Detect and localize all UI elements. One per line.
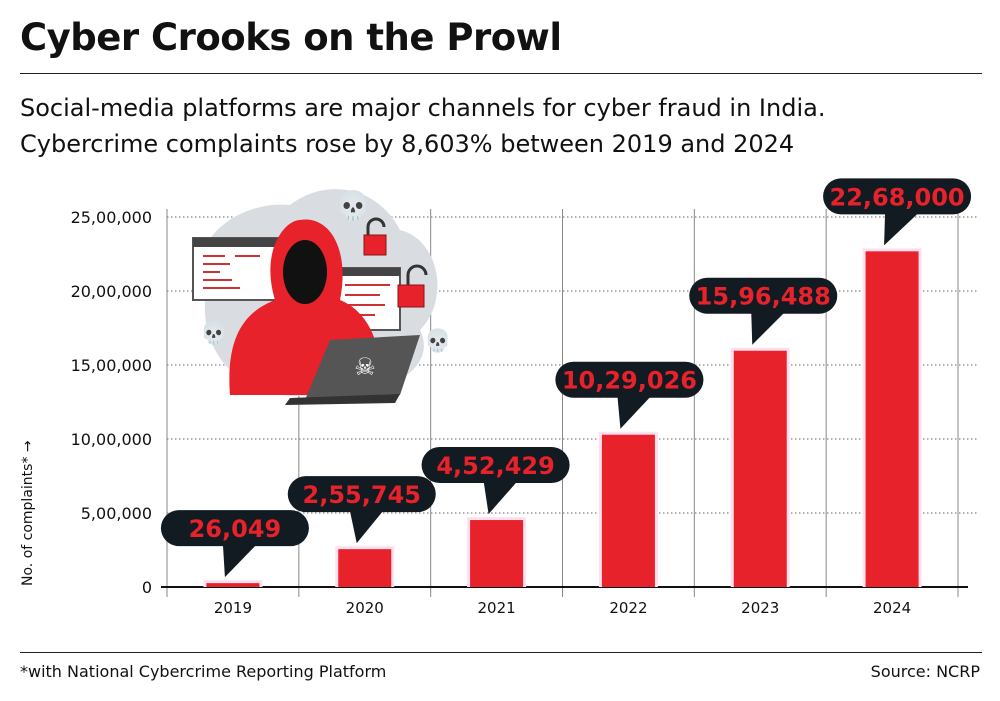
bar (470, 520, 524, 587)
x-tick-label: 2020 (346, 599, 384, 617)
data-label-callout: 22,68,000 (823, 178, 972, 246)
footnote: *with National Cybercrime Reporting Plat… (20, 662, 387, 681)
data-label-callout: 15,96,488 (689, 277, 838, 345)
x-tick-label: 2023 (741, 599, 779, 617)
subtitle-line-2: Cybercrime complaints rose by 8,603% bet… (20, 130, 795, 158)
subtitle-line-1: Social-media platforms are major channel… (20, 94, 826, 122)
callout-bubble (287, 476, 436, 513)
callout-pointer (884, 212, 920, 246)
bar (733, 350, 787, 587)
y-tick-label: 25,00,000 (71, 208, 152, 227)
callout-bubble (421, 447, 570, 484)
y-tick-label: 15,00,000 (71, 356, 152, 375)
callout-bubble (555, 361, 704, 398)
x-tick-label: 2021 (477, 599, 515, 617)
chart-title: Cyber Crooks on the Prowl (20, 16, 562, 59)
data-label-callout: 2,55,745 (287, 476, 436, 544)
callout-pointer (222, 544, 257, 578)
y-tick-label: 10,00,000 (71, 430, 152, 449)
unlocked-padlock-icon (363, 217, 387, 256)
x-tick-label: 2022 (609, 599, 647, 617)
data-label: 10,29,026 (562, 367, 697, 395)
bar (338, 549, 392, 587)
x-tick-label: 2019 (214, 599, 252, 617)
callout-pointer (617, 395, 652, 429)
skull-icon: 💀 (200, 320, 227, 346)
y-tick-label: 20,00,000 (71, 282, 152, 301)
data-label: 15,96,488 (696, 283, 831, 311)
y-tick-label: 0 (142, 578, 152, 597)
callout-pointer (483, 481, 518, 515)
callout-pointer (751, 311, 786, 345)
callout-bubble (160, 510, 309, 547)
hacker-illustration: ☠ 💀 💀 💀 (192, 189, 452, 405)
bar (601, 434, 655, 587)
skull-crossbones-icon: ☠ (354, 353, 376, 381)
unlocked-padlock-icon (397, 264, 428, 308)
y-tick-label: 5,00,000 (81, 504, 152, 523)
skull-icon: 💀 (424, 328, 451, 354)
skull-icon: 💀 (336, 189, 371, 222)
data-label-callout: 26,049 (160, 510, 309, 578)
title-divider (20, 73, 982, 74)
callout-bubble (823, 178, 972, 215)
y-axis-label: No. of complaints* → (20, 440, 36, 586)
chart-subtitle: Social-media platforms are major channel… (20, 90, 825, 162)
callout-bubble (689, 277, 838, 314)
callout-pointer (349, 510, 384, 544)
bar (865, 251, 919, 587)
footer-divider (20, 652, 982, 653)
data-label: 2,55,745 (303, 481, 421, 509)
data-label-callout: 10,29,026 (555, 361, 704, 429)
data-label: 4,52,429 (436, 452, 554, 480)
data-label: 26,049 (189, 515, 282, 543)
laptop-icon (305, 335, 420, 400)
source-note: Source: NCRP (870, 662, 980, 681)
data-label-callout: 4,52,429 (421, 447, 570, 515)
x-tick-label: 2024 (873, 599, 911, 617)
data-label: 22,68,000 (830, 183, 965, 211)
bar (206, 583, 260, 587)
